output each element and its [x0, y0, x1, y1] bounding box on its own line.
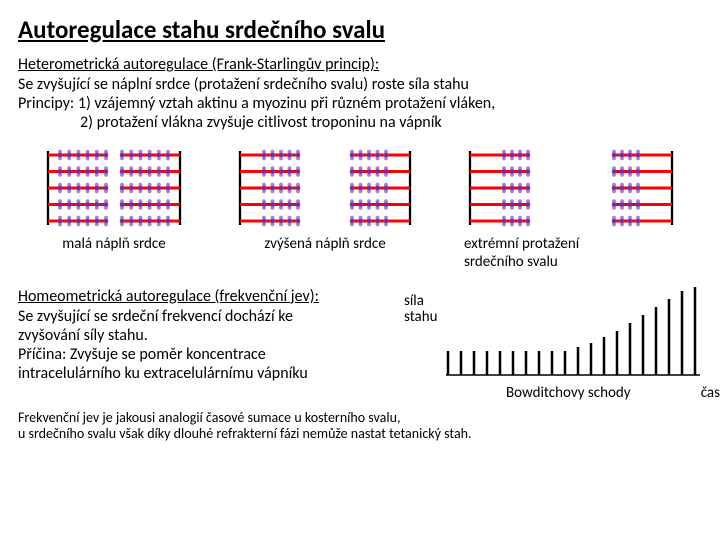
- sarcomere-diagram-1: [42, 147, 186, 229]
- homeo-line3: Příčina: Zvyšuje se poměr koncentrace: [18, 345, 418, 364]
- homeo-line2: zvyšování síly stahu.: [18, 326, 418, 345]
- caption-1: malá náplň srdce: [42, 235, 186, 271]
- hetero-line1: Se zvyšující se náplní srdce (protažení …: [18, 75, 702, 94]
- caption-2: zvýšená náplň srdce: [234, 235, 416, 271]
- page-title: Autoregulace stahu srdečního svalu: [18, 14, 702, 45]
- hetero-heading: Heterometrická autoregulace (Frank-Starl…: [18, 55, 702, 74]
- bowditch-time-label: čas: [701, 384, 720, 402]
- sarcomere-diagrams: [18, 147, 702, 229]
- hetero-line3: 2) protažení vlákna zvyšuje citlivost tr…: [18, 113, 702, 132]
- homeo-line1: Se zvyšující se srdeční frekvencí docház…: [18, 307, 418, 326]
- bowditch-chart: sílastahu Bowditchovy schody čas: [418, 287, 702, 384]
- bowditch-xlabel: Bowditchovy schody: [506, 384, 631, 402]
- homeo-line4: intracelulárního ku extracelulárnímu váp…: [18, 364, 418, 383]
- homeo-heading: Homeometrická autoregulace (frekvenční j…: [18, 287, 418, 306]
- bowditch-ylabel: sílastahu: [404, 293, 438, 326]
- sarcomere-diagram-2: [234, 147, 416, 229]
- sarcomere-diagram-3: [464, 147, 678, 229]
- footnote: Frekvenční jev je jakousi analogií časov…: [18, 410, 702, 444]
- caption-3: extrémní protaženísrdečního svalu: [464, 235, 678, 271]
- hetero-line2: Principy: 1) vzájemný vztah aktinu a myo…: [18, 94, 702, 113]
- sarcomere-captions: malá náplň srdce zvýšená náplň srdce ext…: [18, 235, 702, 271]
